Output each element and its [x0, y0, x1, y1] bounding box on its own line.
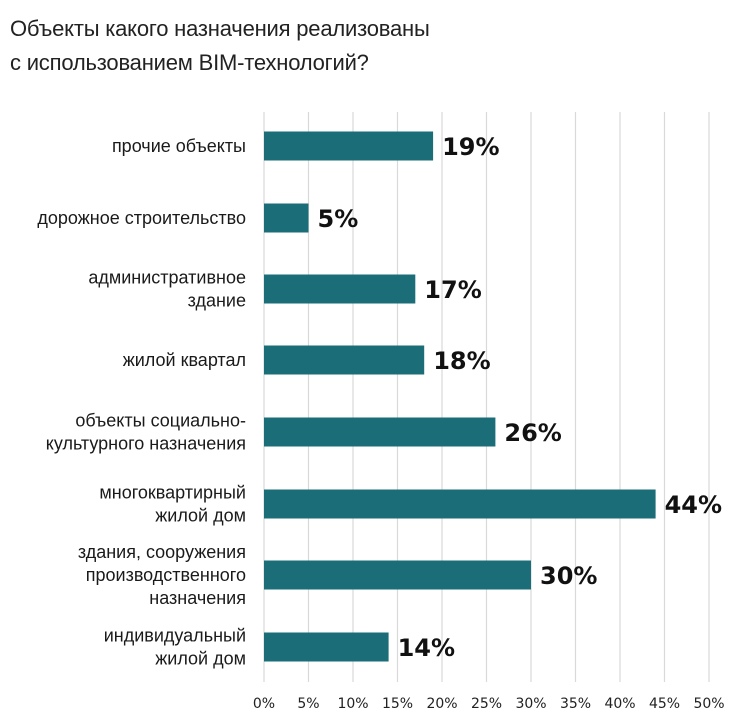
x-tick-label: 50% — [693, 696, 724, 712]
category-label-line: многоквартирный — [99, 483, 246, 503]
category-label: дорожное строительство — [37, 208, 246, 228]
x-tick-label: 40% — [604, 696, 635, 712]
bar — [264, 345, 425, 375]
x-tick-label: 5% — [297, 696, 319, 712]
category-label-line: производственного — [86, 565, 246, 585]
x-tick-label: 45% — [649, 696, 680, 712]
bar — [264, 632, 389, 662]
bar — [264, 131, 434, 161]
bars — [264, 131, 656, 662]
value-label: 14% — [398, 634, 455, 662]
category-label: многоквартирный жилой дом — [99, 483, 246, 526]
bar — [264, 417, 496, 447]
bar — [264, 274, 416, 304]
x-tick-label: 20% — [426, 696, 457, 712]
x-tick-label: 25% — [471, 696, 502, 712]
value-label: 44% — [665, 491, 722, 519]
category-label-line: прочие объекты — [112, 136, 246, 156]
bar — [264, 489, 656, 519]
chart-title-line-2: с использованием BIM-технологий? — [10, 50, 369, 75]
chart-title: Объекты какого назначения реализованы с … — [10, 12, 710, 80]
category-labels: прочие объекты дорожное строительство адми… — [37, 136, 246, 669]
category-label: здания, сооружения производственного назна… — [78, 542, 246, 608]
x-axis-ticks: 0% 5% 10% 15% 20% 25% 30% 35% 40% 45% 50% — [253, 696, 725, 712]
value-label: 5% — [318, 205, 359, 233]
value-label: 17% — [424, 276, 481, 304]
category-label: индивидуальный жилой дом — [104, 626, 246, 669]
x-tick-label: 15% — [382, 696, 413, 712]
bar — [264, 203, 309, 233]
x-tick-label: 10% — [337, 696, 368, 712]
chart-title-line-1: Объекты какого назначения реализованы — [10, 16, 430, 41]
category-label-line: здание — [188, 291, 246, 311]
category-label: жилой квартал — [123, 350, 246, 370]
category-label-line: дорожное строительство — [37, 208, 246, 228]
x-tick-label: 35% — [560, 696, 591, 712]
category-label-line: жилой дом — [155, 506, 246, 526]
value-label: 30% — [540, 562, 597, 590]
x-tick-label: 30% — [515, 696, 546, 712]
category-label-line: объекты социально- — [75, 411, 246, 431]
category-label: прочие объекты — [112, 136, 246, 156]
category-label-line: административное — [88, 268, 246, 288]
x-tick-label: 0% — [253, 696, 275, 712]
value-label: 18% — [433, 347, 490, 375]
category-label-line: индивидуальный — [104, 626, 246, 646]
value-label: 19% — [442, 133, 499, 161]
category-label-line: жилой квартал — [123, 350, 246, 370]
category-label-line: здания, сооружения — [78, 542, 246, 562]
category-label: административное здание — [88, 268, 246, 311]
category-label-line: культурного назначения — [46, 434, 246, 454]
value-label: 26% — [504, 419, 561, 447]
value-labels: 19% 5% 17% 18% 26% 44% 30% 14% — [318, 133, 723, 662]
bar — [264, 560, 531, 590]
category-label-line: назначения — [149, 588, 246, 608]
category-label-line: жилой дом — [155, 649, 246, 669]
grid-lines — [263, 112, 710, 682]
category-label: объекты социально-культурного назначения — [46, 411, 246, 454]
